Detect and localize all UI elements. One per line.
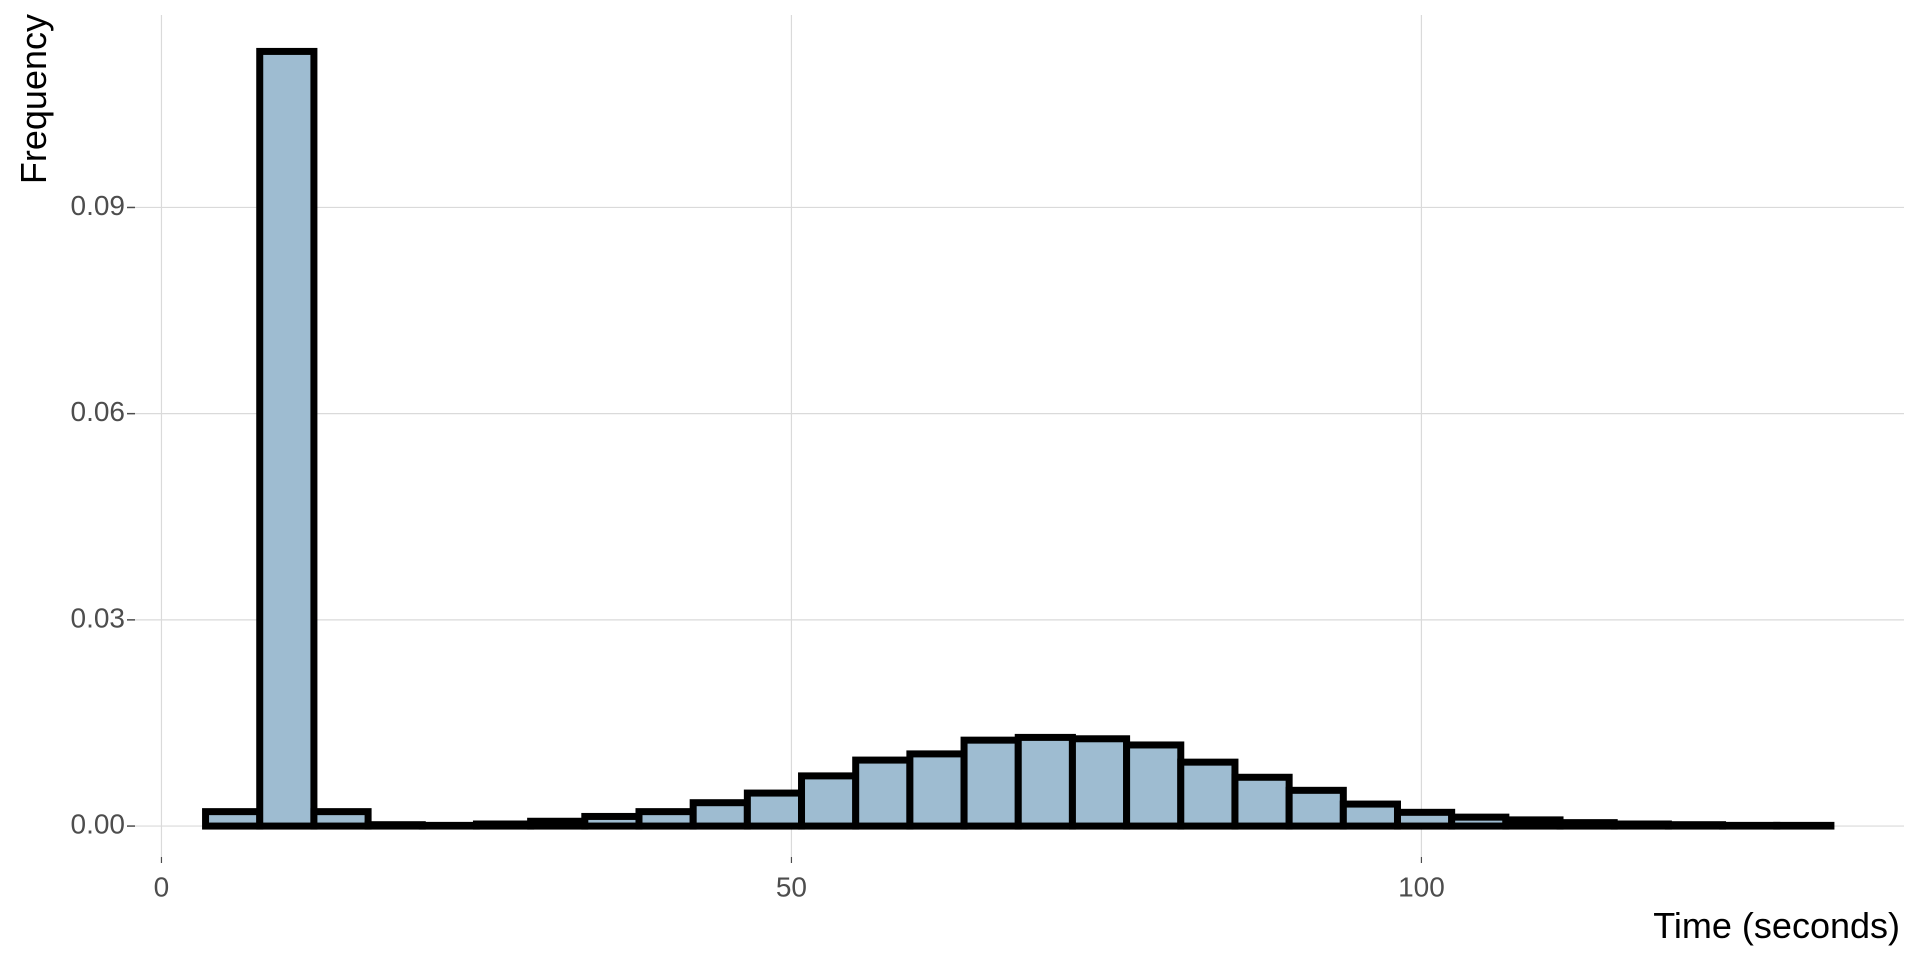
x-tick-label: 0 [154, 871, 170, 902]
bar [635, 808, 697, 830]
bar [798, 772, 860, 830]
bar [581, 812, 643, 830]
bar [1719, 821, 1781, 830]
x-tick-label: 100 [1398, 871, 1445, 902]
y-axis-title: Frequency [13, 14, 54, 184]
bar [1014, 733, 1076, 830]
bar [1068, 735, 1131, 830]
bar [1123, 741, 1185, 830]
bar [364, 821, 426, 830]
bar [743, 789, 806, 830]
bar [310, 808, 372, 830]
bar [906, 750, 968, 830]
bar [1664, 821, 1727, 830]
bar [1339, 800, 1401, 830]
grid [135, 15, 1904, 857]
x-axis-title: Time (seconds) [1653, 905, 1900, 946]
y-tick-label: 0.09 [71, 190, 126, 221]
bar [418, 821, 480, 830]
bar [689, 799, 751, 830]
bar [1773, 821, 1835, 830]
y-tick-label: 0.00 [71, 808, 126, 839]
bar [472, 820, 535, 830]
bar [960, 736, 1022, 830]
bar [1393, 808, 1456, 830]
labels: 0 50 100 0.00 0.03 0.06 0.09 [71, 190, 1445, 903]
bar [256, 47, 318, 830]
bar [202, 808, 264, 830]
bar [1448, 813, 1510, 830]
y-tick-label: 0.06 [71, 396, 126, 427]
bar [527, 817, 589, 830]
bar [1502, 816, 1564, 830]
bar [1177, 758, 1239, 830]
x-tick-label: 50 [776, 871, 807, 902]
bar [852, 756, 914, 830]
bars [202, 47, 1835, 830]
bar [1285, 786, 1347, 830]
y-tick-label: 0.03 [71, 602, 126, 633]
bar [1556, 819, 1618, 830]
bar [1231, 773, 1293, 830]
bar [1610, 820, 1672, 830]
